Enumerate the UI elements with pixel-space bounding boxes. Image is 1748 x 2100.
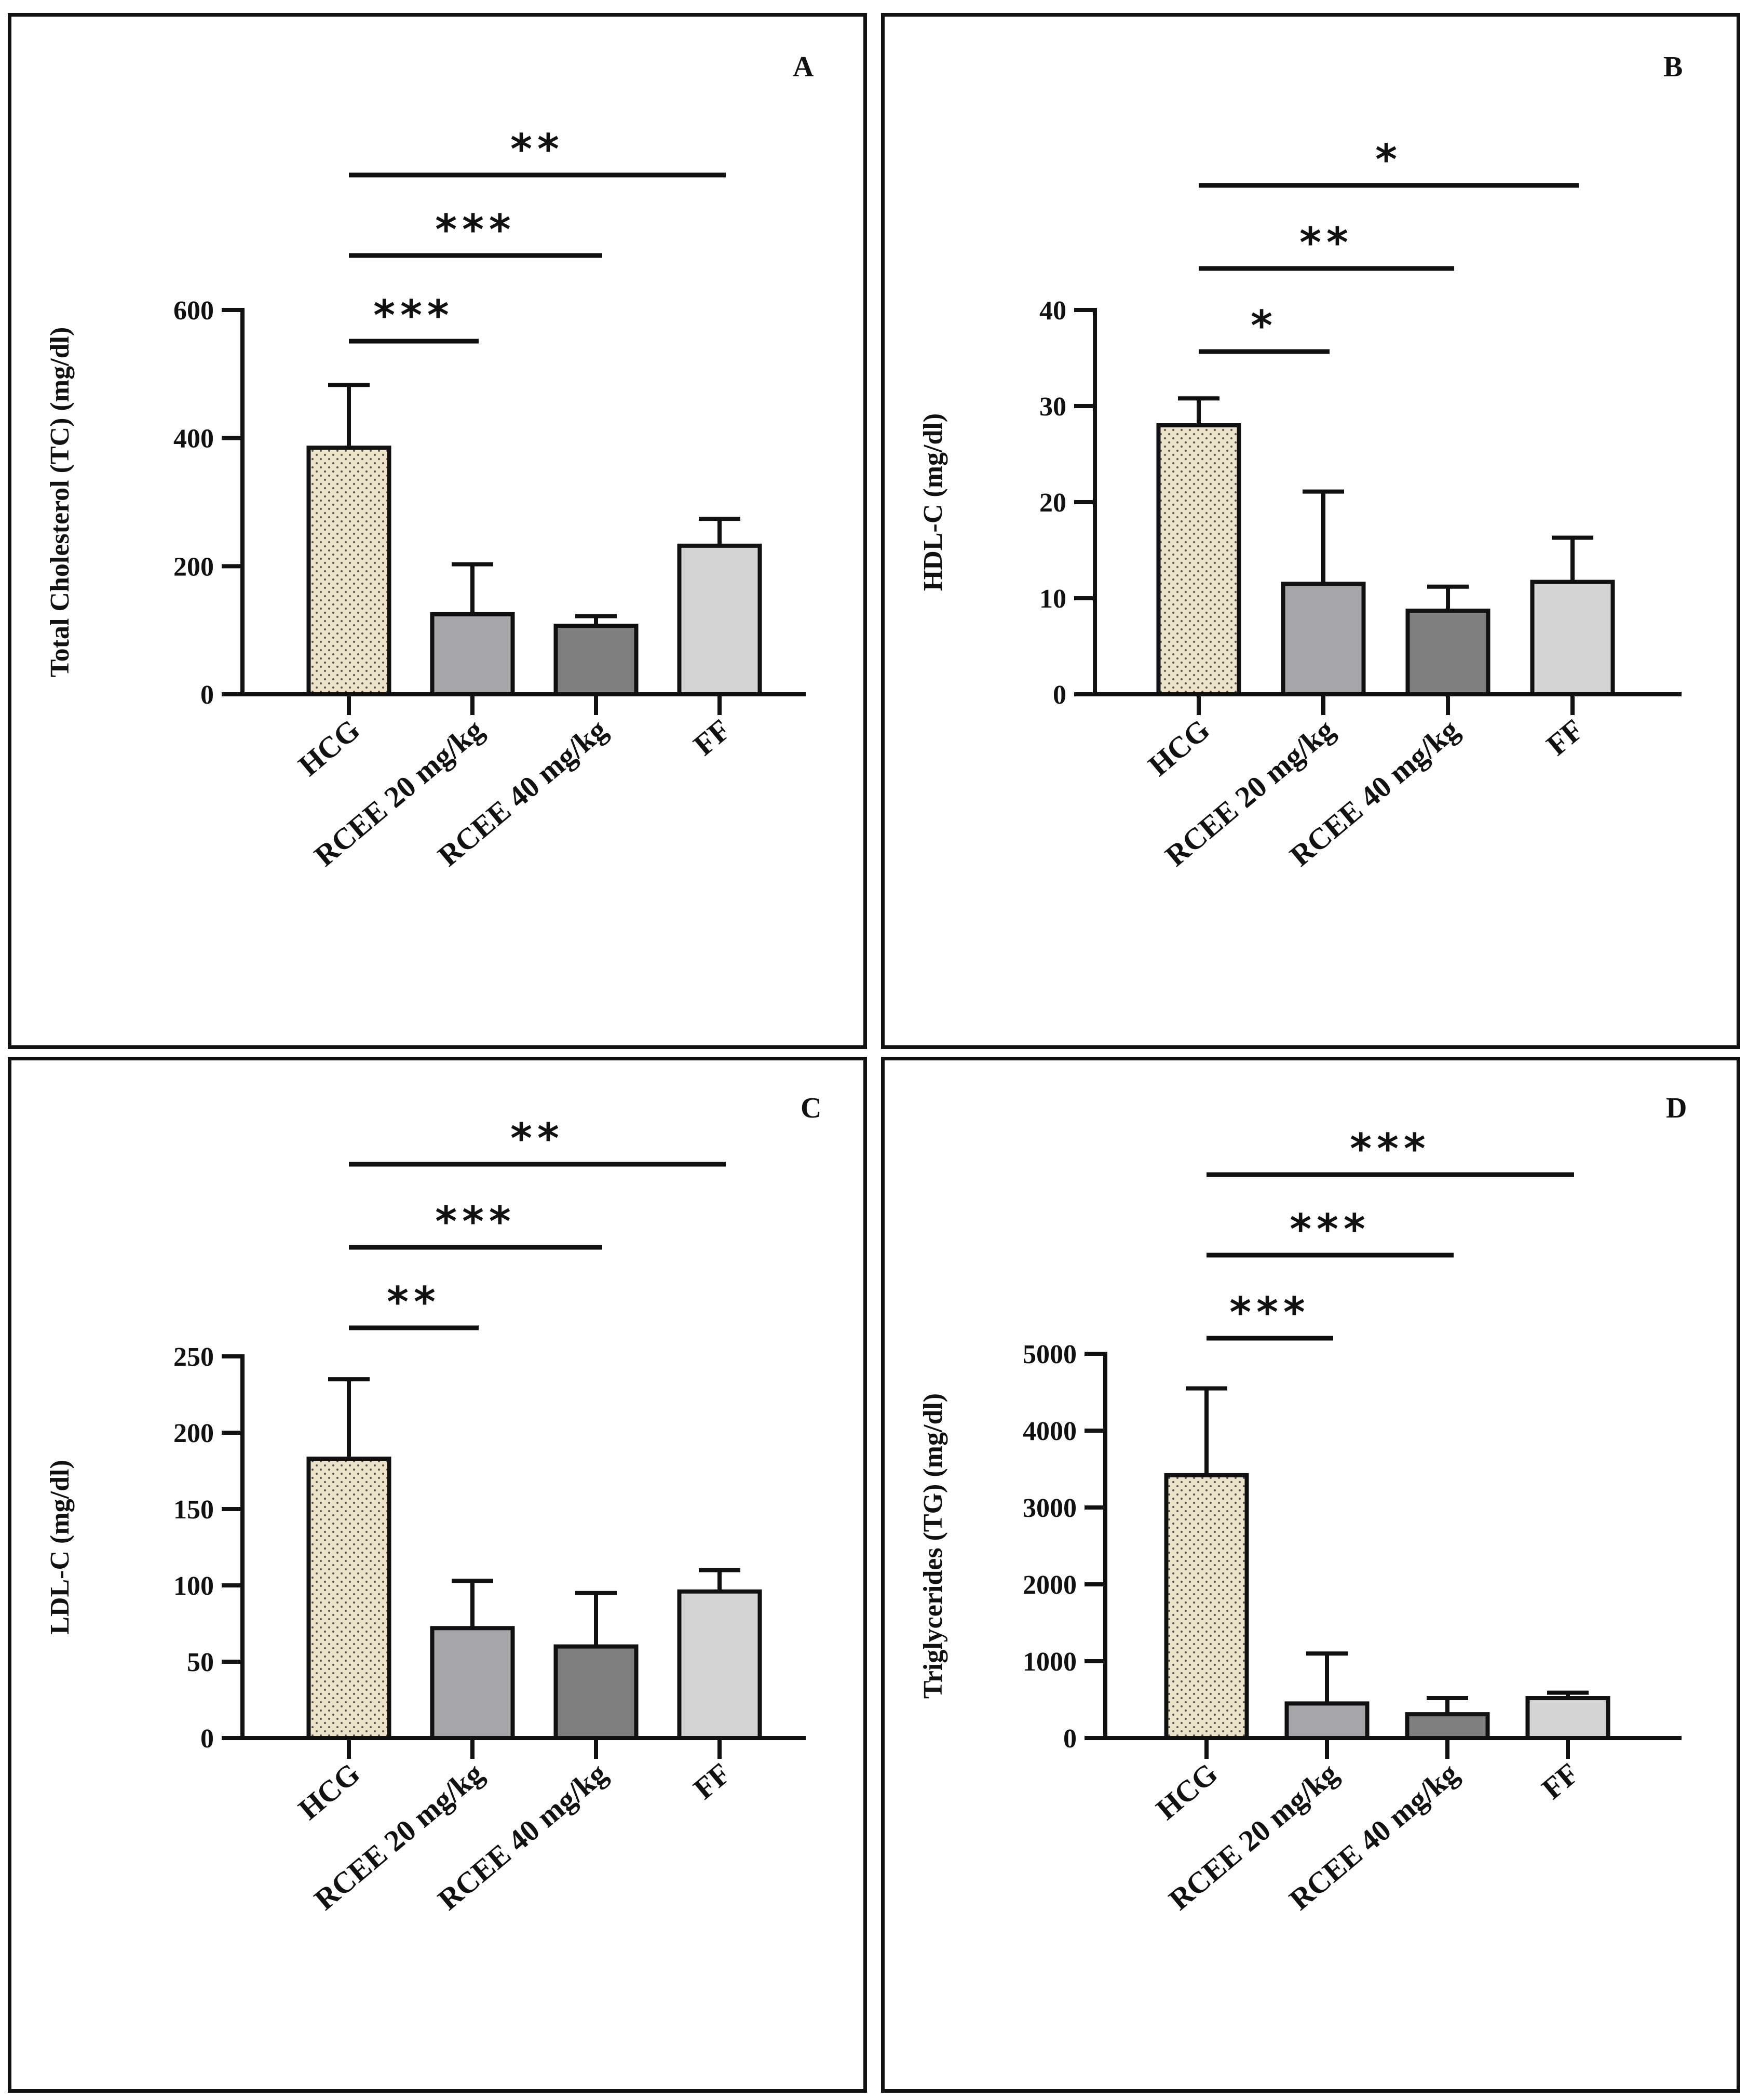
significance-label: ** bbox=[510, 125, 564, 173]
y-tick-label: 200 bbox=[173, 552, 214, 582]
significance-label: * bbox=[1251, 302, 1278, 350]
y-tick-label: 10 bbox=[1039, 584, 1066, 614]
panel-d: D 0 1000 2000 3000 4000 5000 Triglycerides (TG… bbox=[881, 1057, 1740, 2093]
significance-label: ** bbox=[1299, 219, 1353, 267]
y-axis-label: Total Cholesterol (TC) (mg/dl) bbox=[45, 327, 75, 678]
significance-label: ** bbox=[510, 1114, 564, 1163]
y-tick-label: 50 bbox=[187, 1648, 214, 1677]
panel-c: C 0 50 100 150 200 250 LDL-C (mg/dl) HCG RCEE 20… bbox=[8, 1057, 867, 2093]
panel-b: B 0 10 20 30 40 HDL-C (mg/dl) HCG RCEE 20 mg/kg… bbox=[881, 13, 1740, 1049]
significance-label: *** bbox=[435, 206, 516, 254]
y-tick-label: 400 bbox=[173, 424, 214, 454]
x-tick-label: HCG bbox=[1142, 712, 1216, 783]
y-tick-label: 2000 bbox=[1023, 1570, 1077, 1600]
bar-rcee-40 bbox=[553, 624, 639, 696]
chart-triglycerides: 0 1000 2000 3000 4000 5000 Triglycerides (TG) … bbox=[918, 1125, 1682, 1917]
bar-ff bbox=[1530, 580, 1615, 697]
y-axis-label: HDL-C (mg/dl) bbox=[918, 413, 948, 591]
y-tick-label: 20 bbox=[1039, 488, 1066, 518]
y-tick-label: 0 bbox=[1063, 1724, 1077, 1754]
y-axis-label: Triglycerides (TG) (mg/dl) bbox=[918, 1393, 948, 1699]
panel-a: A 0 200 400 600 Total Cholesterol (TC) (mg/d… bbox=[8, 13, 867, 1049]
y-tick-label: 40 bbox=[1039, 296, 1066, 326]
significance-label: * bbox=[1375, 136, 1402, 184]
panel-label: A bbox=[793, 51, 814, 83]
y-axis-label: LDL-C (mg/dl) bbox=[45, 1460, 75, 1635]
bar-rcee-40 bbox=[1405, 1712, 1490, 1740]
y-tick-label: 4000 bbox=[1023, 1417, 1077, 1446]
y-tick-label: 0 bbox=[200, 680, 214, 710]
significance-label: *** bbox=[373, 291, 454, 340]
y-tick-label: 100 bbox=[173, 1571, 214, 1601]
bar-rcee-40 bbox=[1405, 609, 1490, 697]
bar-hcg bbox=[306, 446, 391, 697]
bar-rcee-20 bbox=[430, 1626, 515, 1740]
bar-rcee-20 bbox=[430, 612, 515, 697]
x-tick-label: FF bbox=[687, 712, 737, 762]
y-tick-label: 30 bbox=[1039, 392, 1066, 422]
x-tick-label: FF bbox=[687, 1756, 737, 1806]
bar-ff bbox=[677, 1589, 762, 1740]
y-tick-label: 250 bbox=[173, 1342, 214, 1372]
significance-label: *** bbox=[1350, 1125, 1431, 1173]
bar-hcg bbox=[1164, 1473, 1249, 1741]
y-tick-label: 0 bbox=[1053, 680, 1066, 710]
x-tick-label: HCG bbox=[292, 712, 366, 783]
panel-label: C bbox=[801, 1092, 822, 1124]
bar-hcg bbox=[306, 1456, 391, 1740]
y-tick-label: 3000 bbox=[1023, 1493, 1077, 1523]
y-tick-label: 600 bbox=[173, 296, 214, 326]
bar-ff bbox=[677, 543, 762, 696]
panel-label: D bbox=[1666, 1092, 1687, 1124]
panel-label: B bbox=[1663, 51, 1683, 83]
x-tick-label: FF bbox=[1535, 1756, 1585, 1806]
bar-rcee-20 bbox=[1281, 582, 1366, 696]
x-tick-label: HCG bbox=[292, 1756, 366, 1826]
y-tick-label: 5000 bbox=[1023, 1340, 1077, 1369]
y-tick-label: 0 bbox=[200, 1724, 214, 1754]
bar-rcee-20 bbox=[1284, 1701, 1370, 1741]
y-tick-label: 150 bbox=[173, 1495, 214, 1525]
bar-ff bbox=[1525, 1696, 1610, 1741]
significance-label: *** bbox=[435, 1197, 516, 1246]
x-tick-label: FF bbox=[1540, 712, 1590, 762]
y-tick-label: 1000 bbox=[1023, 1647, 1077, 1677]
significance-label: *** bbox=[1229, 1288, 1310, 1337]
significance-label: ** bbox=[387, 1278, 441, 1326]
x-tick-label: HCG bbox=[1149, 1756, 1224, 1826]
bar-hcg bbox=[1156, 423, 1241, 696]
y-tick-label: 200 bbox=[173, 1419, 214, 1448]
chart-total-cholesterol: 0 200 400 600 Total Cholesterol (TC) (mg/dl)… bbox=[45, 125, 806, 873]
bar-rcee-40 bbox=[553, 1644, 639, 1740]
significance-label: *** bbox=[1290, 1205, 1371, 1254]
